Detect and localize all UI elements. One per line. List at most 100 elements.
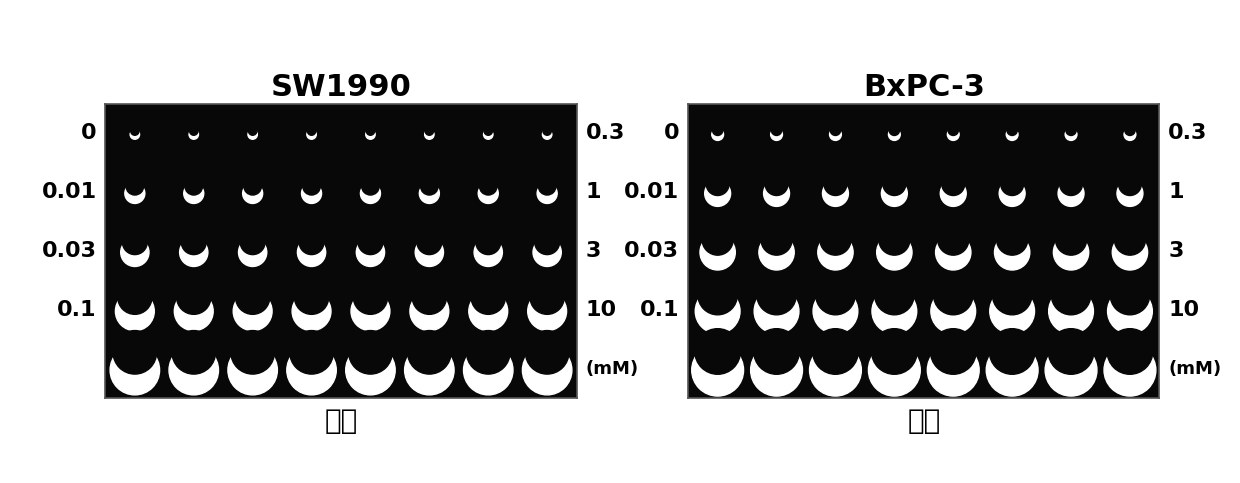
Text: (mM): (mM) bbox=[1168, 360, 1221, 378]
Circle shape bbox=[484, 130, 494, 139]
Circle shape bbox=[190, 127, 198, 135]
Circle shape bbox=[113, 330, 156, 374]
Circle shape bbox=[1065, 128, 1078, 141]
Circle shape bbox=[181, 230, 206, 255]
Circle shape bbox=[1112, 235, 1148, 270]
Circle shape bbox=[118, 280, 153, 314]
Circle shape bbox=[308, 127, 316, 135]
Text: 0.01: 0.01 bbox=[41, 182, 97, 202]
Circle shape bbox=[934, 275, 973, 315]
Circle shape bbox=[868, 344, 920, 396]
Text: 1: 1 bbox=[1168, 182, 1184, 202]
Circle shape bbox=[469, 292, 507, 331]
Circle shape bbox=[542, 130, 552, 139]
Circle shape bbox=[1001, 173, 1023, 196]
Circle shape bbox=[125, 184, 145, 203]
Circle shape bbox=[1104, 344, 1156, 396]
Circle shape bbox=[425, 127, 434, 135]
Circle shape bbox=[949, 125, 959, 135]
Circle shape bbox=[522, 345, 572, 395]
Circle shape bbox=[754, 328, 800, 374]
Circle shape bbox=[408, 330, 451, 374]
Circle shape bbox=[879, 224, 910, 255]
Circle shape bbox=[1054, 235, 1089, 270]
Circle shape bbox=[692, 344, 744, 396]
Circle shape bbox=[233, 292, 272, 331]
Circle shape bbox=[294, 280, 329, 314]
Circle shape bbox=[533, 238, 562, 267]
Circle shape bbox=[528, 292, 567, 331]
Circle shape bbox=[172, 330, 216, 374]
Circle shape bbox=[231, 330, 274, 374]
Circle shape bbox=[412, 280, 446, 314]
Circle shape bbox=[361, 184, 381, 203]
Circle shape bbox=[696, 289, 740, 334]
Circle shape bbox=[764, 181, 790, 206]
Circle shape bbox=[293, 292, 331, 331]
Circle shape bbox=[1007, 128, 1018, 141]
Circle shape bbox=[299, 230, 324, 255]
X-axis label: 腺苷: 腺苷 bbox=[325, 407, 357, 435]
Circle shape bbox=[822, 181, 848, 206]
Circle shape bbox=[990, 328, 1035, 374]
Circle shape bbox=[931, 289, 976, 334]
Circle shape bbox=[243, 184, 263, 203]
Circle shape bbox=[754, 289, 799, 334]
Circle shape bbox=[930, 328, 976, 374]
Circle shape bbox=[999, 181, 1025, 206]
Circle shape bbox=[126, 177, 144, 195]
Circle shape bbox=[937, 224, 968, 255]
Text: 0: 0 bbox=[663, 123, 680, 143]
Circle shape bbox=[756, 275, 796, 315]
Circle shape bbox=[410, 292, 449, 331]
Circle shape bbox=[694, 328, 740, 374]
Circle shape bbox=[120, 238, 149, 267]
Circle shape bbox=[883, 173, 905, 196]
Text: 0.03: 0.03 bbox=[42, 241, 97, 261]
Circle shape bbox=[947, 128, 960, 141]
Circle shape bbox=[704, 181, 730, 206]
Circle shape bbox=[415, 238, 444, 267]
Circle shape bbox=[303, 177, 320, 195]
Circle shape bbox=[115, 292, 154, 331]
Circle shape bbox=[480, 177, 497, 195]
Circle shape bbox=[990, 289, 1034, 334]
Circle shape bbox=[298, 238, 326, 267]
Circle shape bbox=[176, 280, 211, 314]
Circle shape bbox=[1045, 344, 1097, 396]
Circle shape bbox=[707, 173, 729, 196]
Circle shape bbox=[771, 125, 781, 135]
Circle shape bbox=[474, 238, 502, 267]
Title: BxPC-3: BxPC-3 bbox=[863, 72, 985, 101]
Circle shape bbox=[1052, 275, 1091, 315]
Circle shape bbox=[750, 344, 802, 396]
Circle shape bbox=[241, 230, 265, 255]
Circle shape bbox=[816, 275, 856, 315]
Circle shape bbox=[1115, 224, 1146, 255]
Circle shape bbox=[526, 330, 569, 374]
Text: 0.3: 0.3 bbox=[1168, 123, 1208, 143]
Circle shape bbox=[130, 130, 140, 139]
Circle shape bbox=[110, 345, 160, 395]
Circle shape bbox=[123, 230, 148, 255]
Circle shape bbox=[543, 127, 552, 135]
Circle shape bbox=[765, 173, 787, 196]
Circle shape bbox=[286, 345, 336, 395]
Circle shape bbox=[877, 235, 913, 270]
Circle shape bbox=[1060, 173, 1083, 196]
Circle shape bbox=[940, 181, 966, 206]
Text: 0.1: 0.1 bbox=[640, 300, 680, 320]
Circle shape bbox=[1110, 275, 1149, 315]
Circle shape bbox=[771, 128, 782, 141]
Circle shape bbox=[935, 235, 971, 270]
Circle shape bbox=[831, 125, 841, 135]
Circle shape bbox=[874, 275, 914, 315]
Circle shape bbox=[529, 280, 564, 314]
Circle shape bbox=[810, 344, 862, 396]
Circle shape bbox=[813, 289, 858, 334]
Circle shape bbox=[1125, 125, 1135, 135]
Circle shape bbox=[1055, 224, 1086, 255]
Text: 0: 0 bbox=[81, 123, 97, 143]
Circle shape bbox=[761, 224, 792, 255]
Circle shape bbox=[928, 344, 980, 396]
